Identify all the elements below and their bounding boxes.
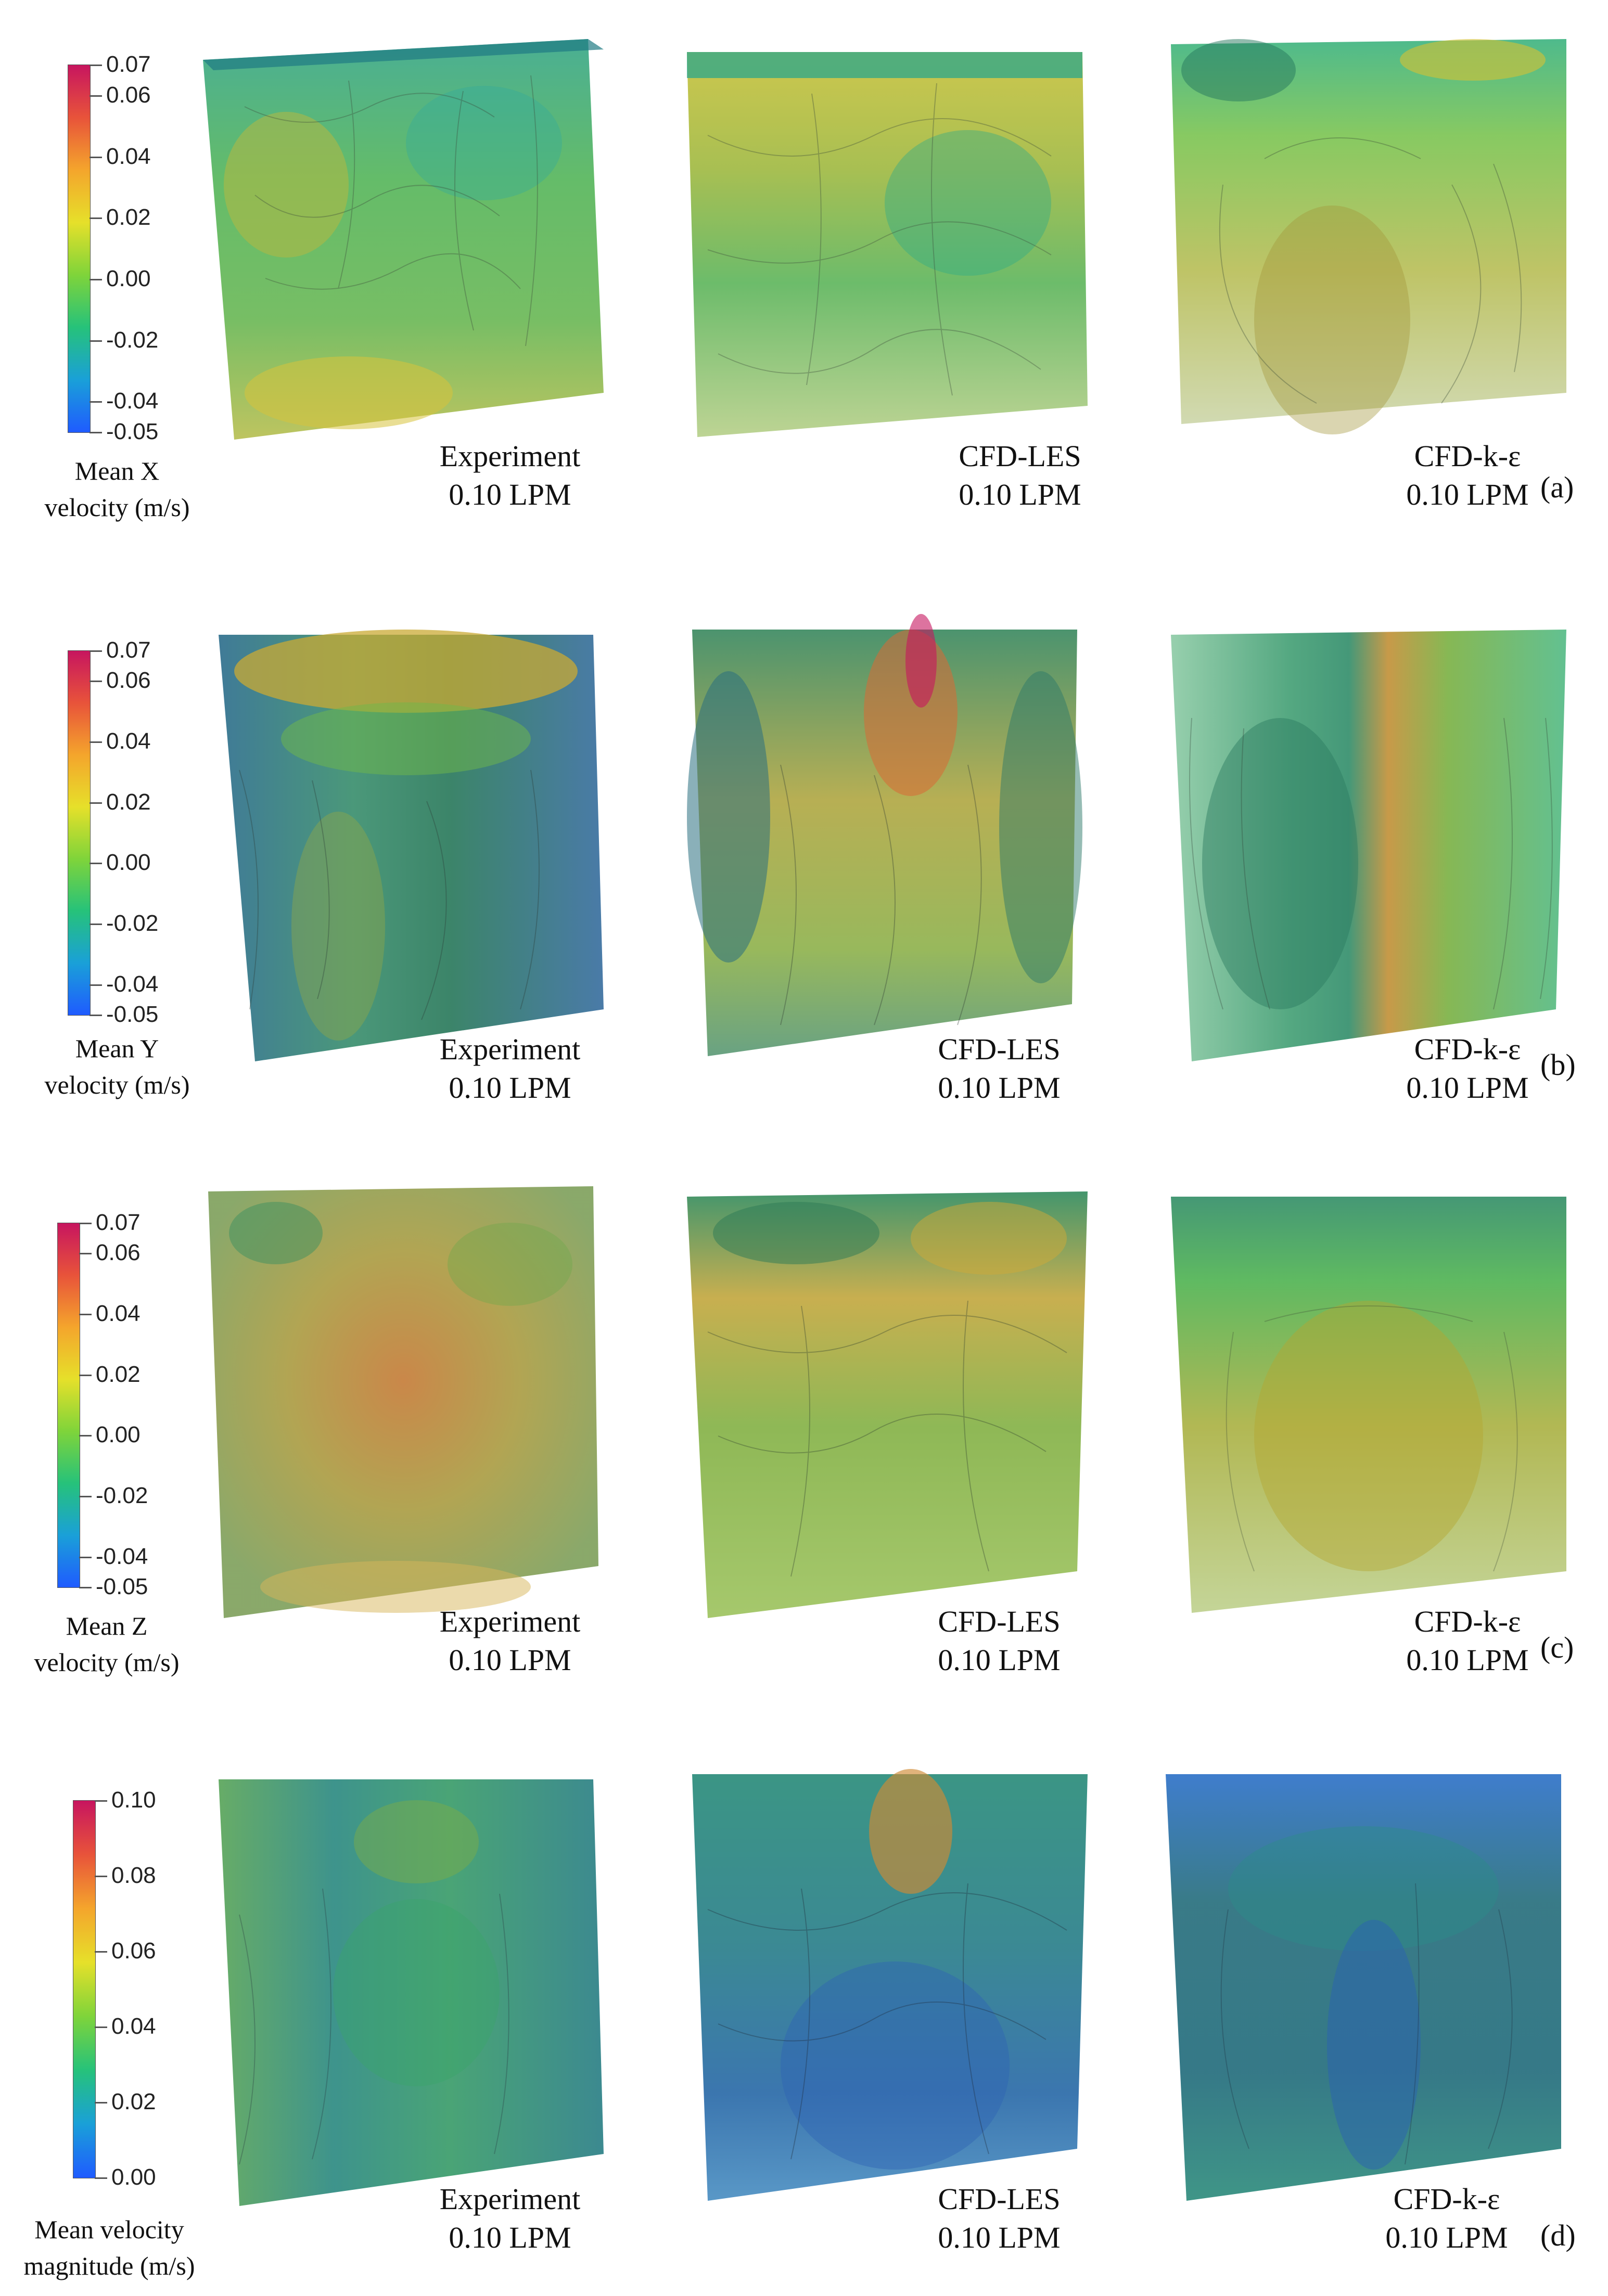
colorbar-tick-label: 0.00 — [106, 266, 151, 291]
colorbar-tick-label: 0.06 — [96, 1240, 141, 1265]
colorbar-tick-label: 0.00 — [106, 850, 151, 875]
colorbar-tick-label: 0.10 — [111, 1787, 156, 1813]
view-caption: Experiment 0.10 LPM — [439, 439, 581, 511]
colorbar-tick-label: -0.04 — [106, 388, 159, 414]
colorbar-tick-label: 0.06 — [106, 668, 151, 693]
volume-render-experiment — [208, 1186, 598, 1618]
colorbar-tick-label: -0.02 — [106, 910, 159, 936]
volume-render-cfd-les — [687, 614, 1082, 1056]
panel-d: 0.10 0.08 0.06 0.04 0.02 0.00 Mean veloc… — [0, 1727, 1608, 2296]
panel-label: (d) — [1540, 2218, 1576, 2252]
panel-a: 0.07 0.06 0.04 0.02 0.00 -0.02 -0.04 -0.… — [0, 0, 1608, 578]
view-caption: CFD-k-ε 0.10 LPM — [1406, 1605, 1529, 1677]
volume-render-cfd-k-epsilon — [1171, 1197, 1566, 1613]
view-caption: CFD-LES 0.10 LPM — [938, 1605, 1061, 1677]
colorbar-tick-label: -0.02 — [106, 327, 159, 353]
view-caption: Experiment 0.10 LPM — [439, 1605, 581, 1677]
view-caption: CFD-LES 0.10 LPM — [938, 1032, 1061, 1105]
colorbar-tick-label: 0.02 — [106, 789, 151, 815]
colorbar-tick-label: 0.02 — [111, 2089, 156, 2114]
colorbar-tick-label: -0.05 — [96, 1574, 148, 1599]
panel-c: 0.07 0.06 0.04 0.02 0.00 -0.02 -0.04 -0.… — [0, 1155, 1608, 1727]
colorbar-gradient — [68, 650, 91, 1016]
colorbar-gradient — [68, 65, 91, 433]
view-caption: Experiment 0.10 LPM — [439, 2182, 581, 2254]
view-caption: Experiment 0.10 LPM — [439, 1032, 581, 1105]
volume-render-cfd-k-epsilon — [1171, 630, 1566, 1061]
volume-render-cfd-k-epsilon — [1171, 39, 1566, 434]
colorbar-title: Mean velocity magnitude (m/s) — [23, 2215, 195, 2280]
colorbar-tick-label: -0.04 — [106, 971, 159, 997]
view-caption: CFD-k-ε 0.10 LPM — [1385, 2182, 1508, 2254]
colorbar-tick-label: -0.05 — [106, 1002, 159, 1027]
colorbar-tick-label: 0.04 — [96, 1301, 141, 1326]
colorbar-tick-label: 0.04 — [111, 2013, 156, 2039]
panel-label: (a) — [1540, 470, 1574, 504]
colorbar-tick-label: 0.04 — [106, 728, 151, 754]
colorbar-tick-label: 0.06 — [106, 82, 151, 108]
colorbar-tick-label: 0.07 — [106, 637, 151, 663]
colorbar-tick-label: -0.05 — [106, 419, 159, 444]
colorbar-tick-label: 0.07 — [96, 1210, 141, 1235]
colorbar-tick-label: 0.08 — [111, 1863, 156, 1888]
colorbar-tick-label: -0.04 — [96, 1544, 148, 1569]
colorbar-tick-label: 0.00 — [111, 2164, 156, 2190]
view-caption: CFD-LES 0.10 LPM — [938, 2182, 1061, 2254]
view-caption: CFD-LES 0.10 LPM — [959, 439, 1081, 511]
colorbar-tick-label: 0.07 — [106, 52, 151, 77]
colorbar-tick-label: 0.04 — [106, 144, 151, 169]
colorbar-gradient — [57, 1223, 80, 1588]
volume-render-cfd-les — [692, 1769, 1088, 2201]
view-caption: CFD-k-ε 0.10 LPM — [1406, 439, 1529, 511]
colorbar-tick-label: -0.02 — [96, 1483, 148, 1508]
panel-b: 0.07 0.06 0.04 0.02 0.00 -0.02 -0.04 -0.… — [0, 578, 1608, 1155]
volume-render-cfd-les — [687, 52, 1088, 437]
volume-render-cfd-les — [687, 1191, 1088, 1618]
volume-render-experiment — [219, 630, 604, 1061]
colorbar-tick-label: 0.06 — [111, 1938, 156, 1964]
volume-render-experiment — [219, 1779, 604, 2206]
panel-label: (c) — [1540, 1631, 1574, 1664]
colorbar-gradient — [73, 1800, 96, 2178]
view-caption: CFD-k-ε 0.10 LPM — [1406, 1032, 1529, 1105]
colorbar-tick-label: 0.02 — [96, 1362, 141, 1387]
colorbar-tick-label: 0.00 — [96, 1422, 141, 1447]
colorbar-tick-label: 0.02 — [106, 204, 151, 230]
panel-label: (b) — [1540, 1048, 1576, 1082]
volume-render-cfd-k-epsilon — [1166, 1774, 1561, 2201]
volume-render-experiment — [203, 39, 604, 440]
